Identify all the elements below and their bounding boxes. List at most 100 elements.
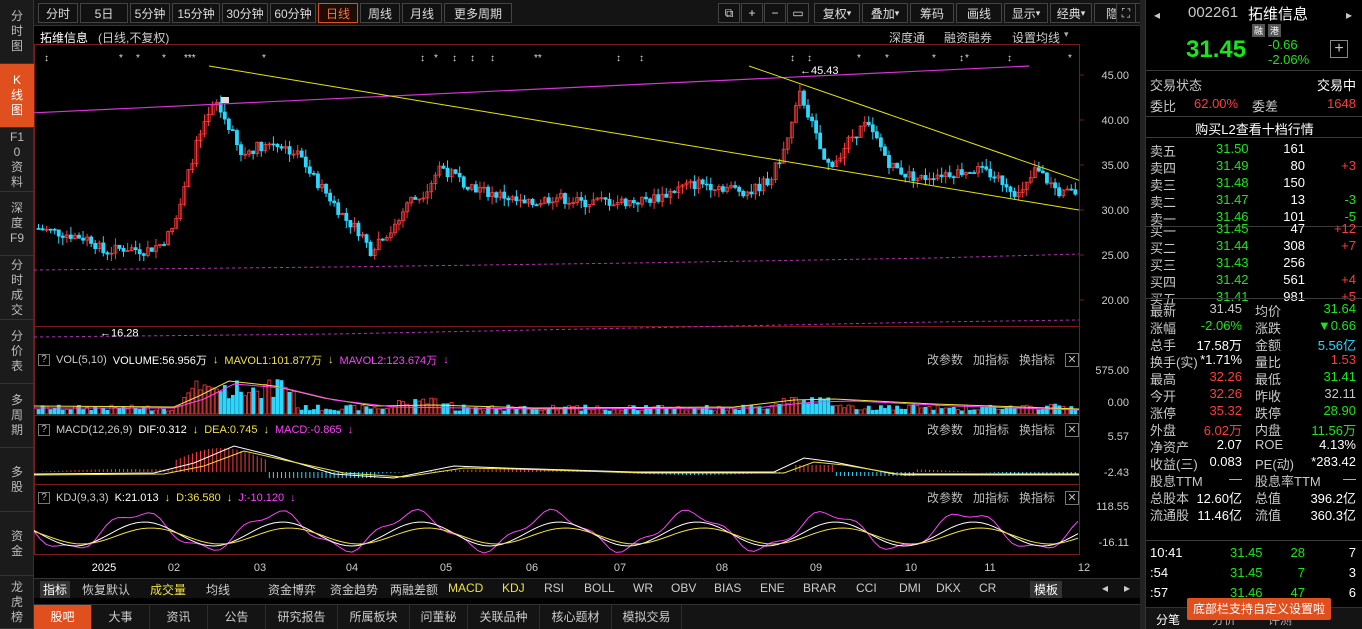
close-icon[interactable]: ✕	[1065, 422, 1079, 437]
period-tab[interactable]: 5分钟	[130, 3, 170, 23]
bottom-tab[interactable]: 模拟交易	[612, 605, 682, 629]
event-marker[interactable]: ↕	[420, 53, 425, 64]
swap-indicator-button[interactable]: 换指标	[1018, 353, 1055, 367]
header-link-ma-settings[interactable]: 设置均线	[1012, 31, 1061, 45]
help-icon[interactable]: ?	[38, 353, 50, 366]
period-tab[interactable]: 日线	[318, 3, 358, 23]
event-marker[interactable]: *	[136, 53, 140, 64]
bottom-tab[interactable]: 资讯	[150, 605, 208, 629]
indicator-tab[interactable]: BIAS	[714, 581, 742, 595]
event-marker[interactable]: ↕	[452, 53, 457, 64]
left-nav-item[interactable]: 资金	[0, 512, 34, 576]
zoom-out-icon[interactable]: −	[764, 3, 786, 23]
add-indicator-button[interactable]: 加指标	[972, 353, 1009, 367]
kline-chart-svg[interactable]: 45.00 40.00 35.00 30.00 25.00 20.00 575.00 0.00…	[34, 26, 1140, 576]
edit-params-button[interactable]: 改参数	[926, 353, 963, 367]
left-nav-item[interactable]: 分时成交	[0, 256, 34, 320]
help-icon[interactable]: ?	[38, 491, 50, 504]
period-tab[interactable]: 60分钟	[270, 3, 316, 23]
box-icon[interactable]: ▭	[787, 3, 809, 23]
indicator-tab[interactable]: ENE	[760, 581, 785, 595]
toolbar-action-button[interactable]: 筹码	[910, 3, 954, 23]
indicator-tab[interactable]: 两融差额	[390, 583, 439, 597]
scroll-left-icon[interactable]: ◂	[1102, 581, 1109, 595]
indicator-tab[interactable]: 指标	[40, 581, 71, 598]
toast-message[interactable]: 底部栏支持自定义设置啦	[1187, 598, 1331, 620]
period-tab[interactable]: 5日	[80, 3, 128, 23]
l2-upgrade-link[interactable]: 购买L2查看十档行情	[1195, 122, 1314, 137]
restore-icon[interactable]: ⧉	[718, 3, 740, 23]
left-nav-item[interactable]: K线图	[0, 64, 34, 128]
event-marker[interactable]: *	[434, 53, 438, 64]
indicator-tab[interactable]: KDJ	[502, 581, 525, 595]
indicator-tab[interactable]: DKX	[936, 581, 961, 595]
event-marker[interactable]: ↕	[44, 53, 49, 64]
indicator-tab[interactable]: OBV	[671, 581, 697, 595]
event-marker[interactable]: *	[932, 53, 936, 64]
prev-stock-icon[interactable]: ◂	[1154, 8, 1161, 22]
indicator-tab[interactable]: WR	[633, 581, 653, 595]
indicator-tab[interactable]: 成交量	[150, 583, 187, 597]
header-link-deep[interactable]: 深度通	[889, 31, 926, 45]
event-marker[interactable]: ***	[184, 53, 196, 64]
indicator-tab[interactable]: 资金博弈	[268, 583, 317, 597]
bottom-tab[interactable]: 大事	[92, 605, 150, 629]
info-marker[interactable]	[221, 97, 229, 103]
period-tab[interactable]: 15分钟	[172, 3, 220, 23]
event-marker[interactable]: ↕	[807, 53, 812, 64]
help-icon[interactable]: ?	[38, 423, 50, 436]
event-marker[interactable]: *	[119, 53, 123, 64]
edit-params-button[interactable]: 改参数	[926, 491, 963, 505]
indicator-tab[interactable]: 资金趋势	[330, 583, 379, 597]
right-tab[interactable]: 分笔	[1156, 613, 1181, 627]
event-marker[interactable]: ↕	[616, 53, 621, 64]
event-marker[interactable]: ↕	[470, 53, 475, 64]
add-indicator-button[interactable]: 加指标	[972, 423, 1009, 437]
toolbar-action-button[interactable]: 画线	[956, 3, 1002, 23]
edit-params-button[interactable]: 改参数	[926, 423, 963, 437]
bottom-tab[interactable]: 问董秘	[410, 605, 468, 629]
indicator-tab[interactable]: DMI	[899, 581, 921, 595]
indicator-tab[interactable]: RSI	[544, 581, 565, 595]
period-tab[interactable]: 分时	[38, 3, 78, 23]
left-nav-item[interactable]: 深度F9	[0, 192, 34, 256]
toolbar-action-button[interactable]: 显示 ▾	[1004, 3, 1048, 23]
add-watchlist-icon[interactable]: +	[1330, 40, 1348, 58]
event-marker[interactable]: *	[965, 53, 969, 64]
bottom-tab[interactable]: 股吧	[34, 605, 92, 629]
panel-splitter[interactable]	[1140, 0, 1145, 629]
left-nav-item[interactable]: 多股	[0, 448, 34, 512]
toolbar-action-button[interactable]: 叠加 ▾	[862, 3, 908, 23]
indicator-tab[interactable]: 模板	[1030, 581, 1063, 598]
header-link-margin[interactable]: 融资融券	[944, 31, 993, 45]
close-icon[interactable]: ✕	[1065, 490, 1079, 505]
period-tab[interactable]: 30分钟	[222, 3, 268, 23]
scroll-right-icon[interactable]: ▸	[1124, 581, 1131, 595]
bottom-tab[interactable]: 关联品种	[468, 605, 540, 629]
swap-indicator-button[interactable]: 换指标	[1018, 423, 1055, 437]
toolbar-action-button[interactable]: 复权 ▾	[814, 3, 860, 23]
left-nav-item[interactable]: 分价表	[0, 320, 34, 384]
indicator-tab[interactable]: 恢复默认	[82, 583, 131, 597]
event-marker[interactable]: *	[885, 53, 889, 64]
event-marker[interactable]: ↕	[490, 53, 495, 64]
event-marker[interactable]: ↕	[1007, 53, 1012, 64]
indicator-tab[interactable]: BOLL	[584, 581, 615, 595]
indicator-tab[interactable]: 均线	[206, 583, 231, 597]
indicator-tab[interactable]: MACD	[448, 581, 484, 595]
left-nav-item[interactable]: 龙虎榜	[0, 576, 34, 629]
event-marker[interactable]: *	[162, 53, 166, 64]
left-nav-item[interactable]: F10资料	[0, 128, 34, 192]
period-tab[interactable]: 月线	[402, 3, 442, 23]
bottom-tab[interactable]: 公告	[208, 605, 266, 629]
chart-area[interactable]: 45.00 40.00 35.00 30.00 25.00 20.00 575.00 0.00…	[34, 26, 1140, 576]
indicator-tab[interactable]: BRAR	[803, 581, 837, 595]
event-marker[interactable]: *	[262, 53, 266, 64]
period-tab[interactable]: 周线	[360, 3, 400, 23]
left-nav-item[interactable]: 分时图	[0, 0, 34, 64]
event-marker[interactable]: *	[857, 53, 861, 64]
toolbar-action-button[interactable]: 经典 ▾	[1050, 3, 1092, 23]
event-marker[interactable]: ↕	[959, 53, 964, 64]
event-marker[interactable]: *	[1068, 53, 1072, 64]
left-nav-item[interactable]: 多周期	[0, 384, 34, 448]
